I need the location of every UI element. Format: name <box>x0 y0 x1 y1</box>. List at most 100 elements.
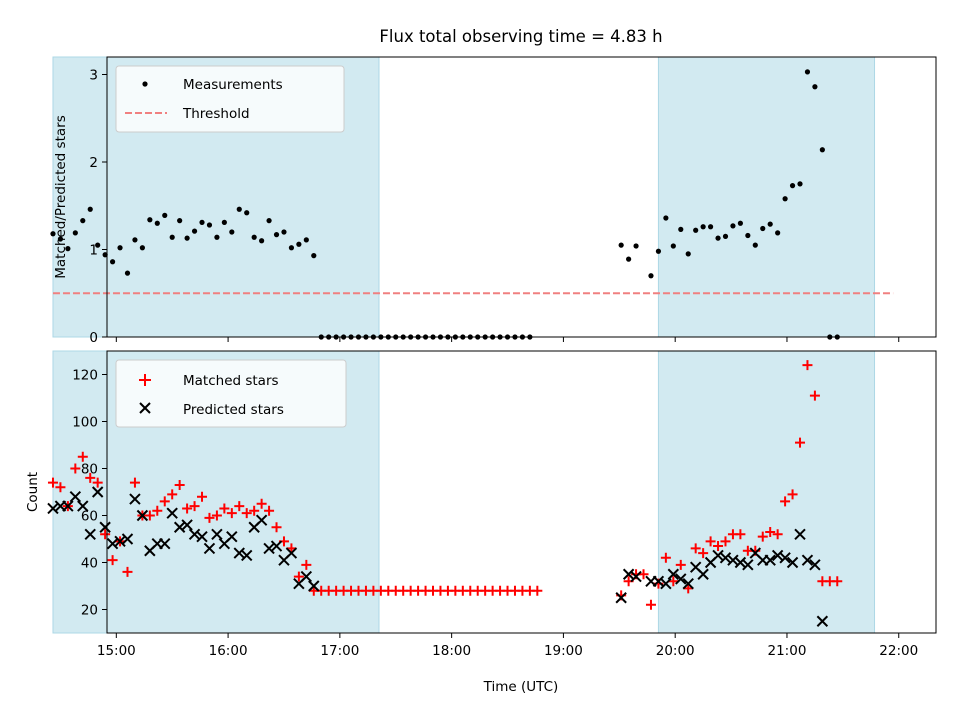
top-y-axis: 0 1 2 3 <box>89 68 107 346</box>
measurement-point <box>184 235 190 241</box>
predicted-stars-point <box>630 570 642 583</box>
matched-stars-point <box>77 451 88 462</box>
measurement-point <box>678 226 684 232</box>
predicted-stars-point <box>615 592 627 604</box>
predicted-stars-point <box>809 559 821 571</box>
legend-predicted-label: Predicted stars <box>183 402 284 418</box>
matched-stars-point <box>55 482 66 493</box>
x-tick-label: 20:00 <box>656 643 695 659</box>
x-tick-label: 15:00 <box>97 643 136 659</box>
matched-stars-point <box>211 510 222 521</box>
bottom-y-axis-label: Count <box>25 472 41 512</box>
measurement-point <box>169 234 175 240</box>
matched-stars-point <box>122 566 133 577</box>
predicted-stars-point <box>816 615 829 627</box>
measurement-point <box>244 210 250 216</box>
matched-stars-point <box>802 360 813 371</box>
predicted-stars-point <box>285 547 298 559</box>
matched-stars-point <box>129 477 140 488</box>
bottom-y-tick-label: 100 <box>72 415 98 431</box>
measurement-point <box>648 273 654 279</box>
predicted-stars-point <box>652 575 665 588</box>
predicted-stars-point <box>121 533 134 545</box>
measurement-point <box>797 181 803 187</box>
measurement-point <box>199 219 205 225</box>
measurement-point <box>311 253 317 259</box>
predicted-stars-point <box>622 568 635 580</box>
measurement-point <box>229 229 235 235</box>
predicted-stars-point <box>77 500 89 512</box>
legend-measurements-marker <box>142 81 148 87</box>
predicted-stars-point <box>159 537 171 550</box>
predicted-stars-point <box>300 570 313 583</box>
measurement-point <box>132 237 138 243</box>
predicted-stars-point <box>794 528 806 541</box>
bottom-y-tick-label: 120 <box>72 368 98 384</box>
measurement-point <box>109 259 116 265</box>
matched-stars-point <box>241 508 252 519</box>
top-y-tick-label: 0 <box>89 330 98 346</box>
matched-stars-point <box>100 529 111 540</box>
bottom-y-tick-label: 20 <box>81 603 98 619</box>
predicted-stars-point <box>241 549 253 562</box>
matched-stars-point <box>787 489 798 500</box>
x-tick-label: 19:00 <box>544 643 583 659</box>
matched-stars-point <box>698 548 709 559</box>
predicted-stars-point <box>181 519 193 531</box>
bottom-y-tick-label: 80 <box>81 462 98 478</box>
predicted-stars-point <box>786 556 799 569</box>
predicted-stars-point <box>727 554 739 566</box>
matched-stars-point <box>690 543 701 554</box>
panel-ratio: 0 1 2 3 Matched/Predicted stars Measurement… <box>50 56 937 346</box>
predicted-stars-point <box>203 542 216 555</box>
matched-stars-point <box>234 501 245 512</box>
matched-stars-point <box>174 479 185 490</box>
matched-stars-point <box>765 526 776 537</box>
top-data-marks <box>50 69 894 340</box>
measurement-point <box>804 69 811 75</box>
predicted-stars-point <box>712 549 724 562</box>
measurement-point <box>281 229 287 235</box>
matched-stars-point <box>757 531 768 542</box>
measurement-point <box>259 238 265 244</box>
top-legend: Measurements Threshold <box>115 65 345 133</box>
measurement-point <box>147 217 153 223</box>
top-y-tick-label: 2 <box>89 155 98 171</box>
legend-measurements-label: Measurements <box>183 77 283 93</box>
matched-stars-point <box>735 529 746 540</box>
matched-stars-point <box>144 510 155 521</box>
bottom-legend: Matched stars Predicted stars <box>115 359 347 428</box>
predicted-stars-point <box>91 486 104 498</box>
predicted-stars-point <box>233 547 245 559</box>
matched-stars-point <box>219 503 230 514</box>
predicted-stars-point <box>99 521 111 533</box>
predicted-stars-point <box>106 537 119 550</box>
measurement-point <box>618 242 624 248</box>
bottom-x-axis: 15:00 16:00 17:00 18:00 19:00 20:00 21:00 22:00 <box>97 633 918 659</box>
top-y-tick-label: 3 <box>89 68 98 84</box>
panel-counts: 20 40 60 80 100 120 15:00 16:00 17:00 18:00 19:00… <box>25 350 937 695</box>
measurement-point <box>102 252 108 258</box>
top-axes-frame <box>106 56 937 338</box>
legend-predicted-marker <box>139 402 151 414</box>
matched-stars-point <box>152 505 163 516</box>
measurement-point <box>57 236 64 242</box>
x-axis-label: Time (UTC) <box>483 679 559 695</box>
predicted-stars-point <box>62 500 74 512</box>
predicted-stars-point <box>697 568 709 580</box>
measurement-point <box>626 256 632 262</box>
predicted-stars-point <box>801 554 814 566</box>
measurement-point <box>206 222 213 228</box>
matched-stars-point <box>189 501 200 512</box>
measurement-point <box>633 243 639 249</box>
measurement-point <box>693 227 699 233</box>
predicted-stars-point <box>173 521 186 533</box>
predicted-stars-point <box>263 542 275 555</box>
measurement-point <box>87 206 93 212</box>
measurement-point <box>767 221 773 227</box>
x-tick-label: 22:00 <box>879 643 918 659</box>
matched-stars-point <box>660 552 671 563</box>
matched-stars-point <box>638 569 649 580</box>
predicted-stars-point <box>129 493 141 505</box>
measurement-point <box>214 234 220 240</box>
